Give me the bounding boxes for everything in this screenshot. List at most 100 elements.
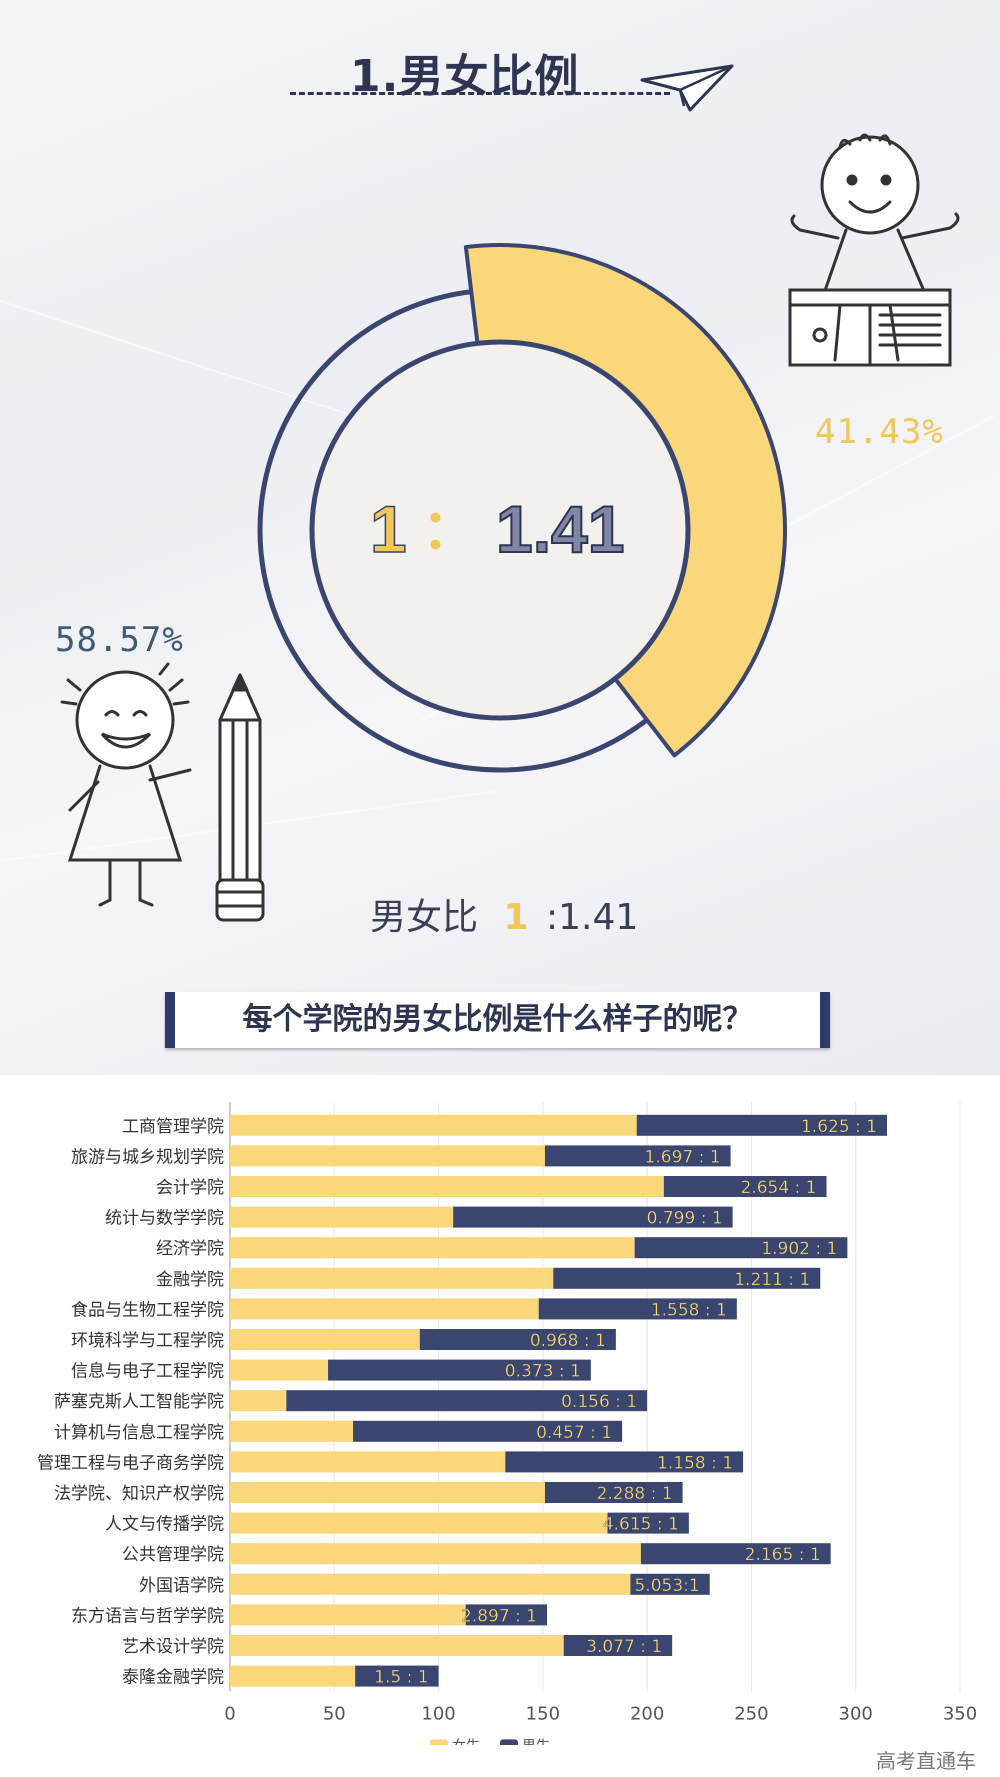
legend-swatch xyxy=(500,1739,518,1745)
title-underline xyxy=(290,92,670,95)
bar-value-label: 0.799 : 1 xyxy=(647,1209,723,1229)
bar-value-label: 1.902 : 1 xyxy=(761,1239,837,1259)
bar-female xyxy=(230,1665,356,1687)
bar-male xyxy=(563,1635,673,1656)
bar-value-label: 4.615 : 1 xyxy=(603,1515,679,1535)
category-label: 信息与电子工程学院 xyxy=(71,1362,224,1382)
category-label: 金融学院 xyxy=(156,1270,224,1290)
category-label: 人文与传播学院 xyxy=(105,1515,224,1535)
ratio-separator: ： xyxy=(422,498,476,561)
bar-male xyxy=(663,1176,827,1197)
bar-female xyxy=(230,1237,635,1259)
bar-male xyxy=(453,1206,733,1228)
bar-female xyxy=(230,1176,664,1197)
ratio-value: 1.41 xyxy=(496,492,624,566)
category-label: 萨塞克斯人工智能学院 xyxy=(54,1392,224,1412)
bar-value-label: 2.897 : 1 xyxy=(461,1606,537,1626)
watermark: 高考直通车 xyxy=(876,1749,976,1773)
bar-male xyxy=(353,1420,623,1442)
x-tick-label: 0 xyxy=(224,1703,235,1724)
category-label: 公共管理学院 xyxy=(122,1545,224,1565)
ratio-summary: 男女比 1 :1.41 xyxy=(370,888,638,940)
category-label: 经济学院 xyxy=(156,1239,224,1259)
ratio-one: 1 xyxy=(370,492,407,566)
bar-male xyxy=(328,1359,591,1381)
bar-value-label: 0.457 : 1 xyxy=(536,1423,612,1443)
girl-doodle-icon xyxy=(60,662,192,907)
bar-female xyxy=(230,1451,506,1473)
bar-male xyxy=(355,1665,439,1687)
bar-female xyxy=(230,1329,420,1350)
category-label: 管理工程与电子商务学院 xyxy=(37,1453,224,1473)
x-tick-label: 50 xyxy=(323,1703,346,1724)
category-label: 计算机与信息工程学院 xyxy=(54,1423,224,1443)
college-gender-bar-chart: 0 50 100 150 200 250 300 350 工商管理学院 1.625 : 1 旅游与城… xyxy=(37,1102,977,1745)
bar-female xyxy=(230,1145,545,1167)
bar-female xyxy=(230,1114,637,1136)
bar-male xyxy=(640,1543,831,1565)
bar-male xyxy=(553,1267,821,1289)
female-percent-label: 58.57% xyxy=(55,620,184,660)
x-tick-label: 100 xyxy=(421,1703,455,1724)
legend-label: 男生 xyxy=(522,1738,550,1745)
bar-value-label: 3.077 : 1 xyxy=(586,1637,662,1657)
bar-female xyxy=(230,1390,287,1412)
male-percent-label: 41.43% xyxy=(815,412,944,452)
bar-male xyxy=(630,1573,710,1595)
bar-male xyxy=(544,1145,731,1167)
category-label: 统计与数学学院 xyxy=(105,1209,224,1229)
bar-male xyxy=(286,1390,648,1412)
category-label: 食品与生物工程学院 xyxy=(71,1300,224,1320)
bar-male xyxy=(538,1298,737,1320)
bar-value-label: 0.968 : 1 xyxy=(530,1331,606,1351)
bar-male xyxy=(465,1604,548,1626)
x-tick-label: 200 xyxy=(630,1703,664,1724)
bar-female xyxy=(230,1267,554,1289)
bar-male xyxy=(505,1451,744,1473)
bar-value-label: 1.697 : 1 xyxy=(645,1147,721,1167)
bar-male xyxy=(607,1512,689,1534)
category-label: 外国语学院 xyxy=(139,1576,224,1596)
bar-female xyxy=(230,1298,539,1320)
bar-value-label: 1.211 : 1 xyxy=(734,1270,810,1290)
category-label: 法学院、知识产权学院 xyxy=(54,1484,224,1504)
pencil-icon xyxy=(215,673,265,922)
category-label: 旅游与城乡规划学院 xyxy=(71,1147,224,1167)
bar-value-label: 2.165 : 1 xyxy=(745,1545,821,1565)
bar-female xyxy=(230,1206,454,1228)
bar-female xyxy=(230,1512,608,1534)
bar-female xyxy=(230,1482,545,1503)
bar-female xyxy=(230,1359,329,1381)
ratio-summary-rest: :1.41 xyxy=(545,897,639,938)
bar-female xyxy=(230,1635,564,1656)
bar-female xyxy=(230,1543,641,1565)
donut-inner-circle xyxy=(309,339,691,721)
bar-male xyxy=(634,1237,848,1259)
gender-donut-chart: 1 ： 1.41 xyxy=(257,243,787,773)
category-label: 艺术设计学院 xyxy=(122,1637,224,1657)
bar-female xyxy=(230,1604,466,1626)
bar-male xyxy=(636,1114,887,1136)
bar-value-label: 1.158 : 1 xyxy=(657,1453,733,1473)
category-label: 东方语言与哲学学院 xyxy=(71,1606,224,1626)
x-tick-label: 250 xyxy=(734,1703,768,1724)
bar-value-label: 1.558 : 1 xyxy=(651,1300,727,1320)
bar-value-label: 2.654 : 1 xyxy=(740,1178,816,1198)
paper-plane-icon xyxy=(640,64,734,112)
bar-value-label: 0.373 : 1 xyxy=(505,1362,581,1382)
x-tick-label: 300 xyxy=(839,1703,873,1724)
bar-value-label: 0.156 : 1 xyxy=(561,1392,637,1412)
legend-label: 女生 xyxy=(452,1737,480,1745)
legend-swatch xyxy=(430,1739,448,1745)
x-tick-label: 150 xyxy=(526,1703,560,1724)
boy-doodle-icon xyxy=(788,133,960,367)
ratio-summary-label: 男女比 xyxy=(370,897,479,938)
bar-value-label: 1.625 : 1 xyxy=(801,1117,877,1137)
category-label: 会计学院 xyxy=(156,1178,224,1198)
bar-value-label: 5.053:1 xyxy=(634,1576,699,1596)
question-banner: 每个学院的男女比例是什么样子的呢？ xyxy=(165,992,830,1048)
category-label: 工商管理学院 xyxy=(122,1117,224,1137)
bar-female xyxy=(230,1420,354,1442)
bar-male xyxy=(544,1482,683,1503)
bar-female xyxy=(230,1573,631,1595)
